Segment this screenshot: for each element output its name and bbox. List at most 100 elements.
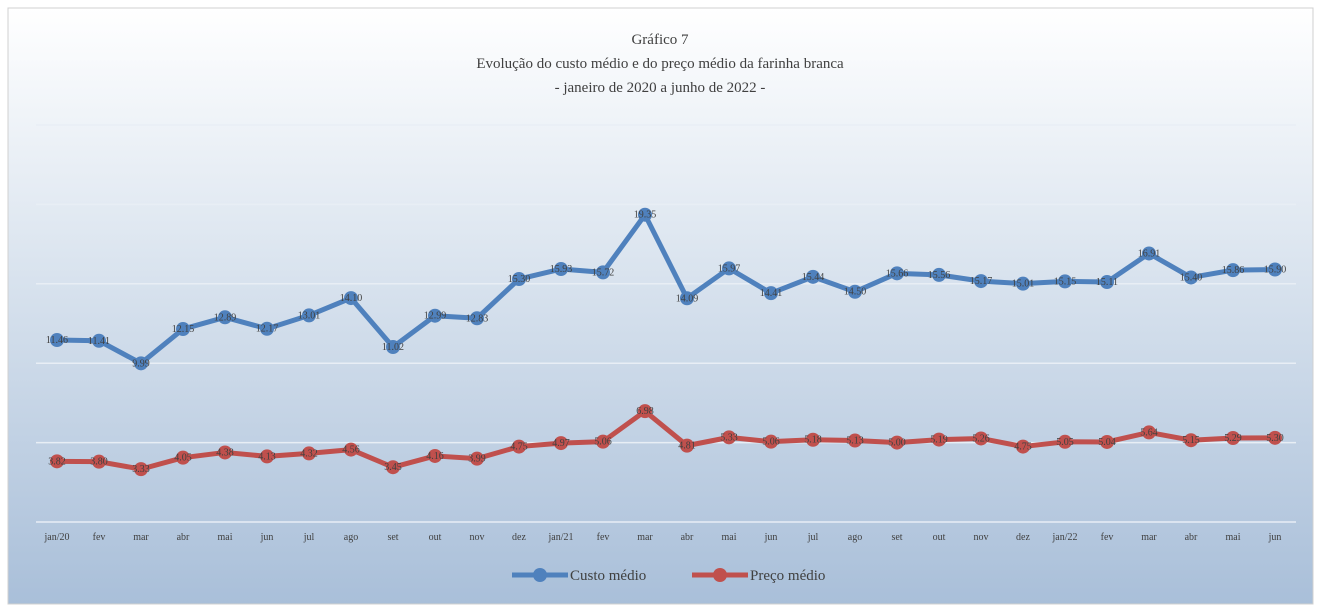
- data-label: 4.13: [258, 451, 276, 462]
- point: [596, 265, 610, 280]
- x-tick-label: ago: [344, 532, 358, 543]
- point: [848, 433, 862, 448]
- point: [344, 442, 358, 457]
- data-label: 5.06: [594, 437, 612, 448]
- chart-title: Gráfico 7: [631, 32, 689, 48]
- x-tick-label: mai: [722, 532, 737, 543]
- point: [302, 446, 316, 461]
- chart-subtitle: Evolução do custo médio e do preço médio…: [476, 56, 844, 72]
- data-label: 5.13: [846, 436, 864, 447]
- legend-marker: [533, 568, 547, 582]
- data-label: 12.15: [172, 324, 195, 335]
- x-tick-label: abr: [681, 532, 694, 543]
- x-tick-label: nov: [974, 532, 989, 543]
- data-label: 4.38: [216, 447, 234, 458]
- point: [1142, 425, 1156, 440]
- x-tick-label: dez: [512, 532, 526, 543]
- data-label: 4.97: [552, 438, 570, 449]
- data-label: 4.75: [510, 442, 528, 453]
- point: [218, 445, 232, 460]
- data-label: 15.56: [928, 270, 951, 281]
- x-tick-label: mai: [218, 532, 233, 543]
- point: [1268, 262, 1282, 277]
- data-label: 5.33: [720, 432, 738, 443]
- data-label: 14.09: [676, 293, 699, 304]
- x-tick-label: set: [387, 532, 398, 543]
- data-label: 4.81: [678, 441, 696, 452]
- series-line: [56, 212, 1276, 366]
- point: [428, 308, 442, 323]
- data-label: 3.45: [384, 462, 402, 473]
- data-label: 15.66: [886, 268, 909, 279]
- data-label: 15.30: [508, 274, 531, 285]
- data-label: 15.93: [550, 264, 573, 275]
- data-label: 4.56: [342, 445, 360, 456]
- data-label: 3.33: [132, 464, 150, 475]
- point: [638, 404, 652, 419]
- point: [344, 291, 358, 306]
- x-tick-label: out: [933, 532, 946, 543]
- data-label: 12.17: [256, 324, 279, 335]
- x-tick-label: mai: [1226, 532, 1241, 543]
- data-label: 11.02: [382, 342, 404, 353]
- data-label: 5.19: [930, 435, 948, 446]
- x-tick-label: jul: [303, 532, 315, 543]
- point: [386, 340, 400, 355]
- data-label: 15.11: [1096, 277, 1118, 288]
- data-label: 3.80: [90, 457, 108, 468]
- legend-label: Preço médio: [750, 568, 825, 584]
- data-label: 15.40: [1180, 272, 1203, 283]
- point: [974, 431, 988, 446]
- x-tick-label: fev: [93, 532, 106, 543]
- point: [1100, 275, 1114, 290]
- data-label: 15.90: [1264, 265, 1287, 276]
- data-label: 4.75: [1014, 442, 1032, 453]
- point: [974, 274, 988, 289]
- point: [1184, 270, 1198, 285]
- x-tick-label: mar: [133, 532, 149, 543]
- point: [932, 267, 946, 282]
- data-label: 5.05: [1056, 437, 1074, 448]
- point: [50, 454, 64, 469]
- point: [932, 432, 946, 447]
- data-label: 12.99: [424, 311, 447, 322]
- data-label: 15.72: [592, 267, 615, 278]
- data-label: 5.30: [1266, 433, 1284, 444]
- point: [386, 460, 400, 475]
- point: [92, 333, 106, 348]
- chart-period: - janeiro de 2020 a junho de 2022 -: [555, 80, 766, 96]
- point: [764, 286, 778, 301]
- data-label: 12.83: [466, 313, 489, 324]
- x-tick-label: jun: [764, 532, 778, 543]
- data-label: 3.99: [468, 454, 486, 465]
- point: [218, 310, 232, 325]
- point: [848, 284, 862, 299]
- series-line: [56, 408, 1276, 472]
- point: [470, 311, 484, 326]
- data-label: 9.99: [132, 358, 150, 369]
- point: [554, 262, 568, 277]
- point: [554, 436, 568, 451]
- x-tick-label: abr: [177, 532, 190, 543]
- point: [470, 451, 484, 466]
- data-label: 14.50: [844, 287, 867, 298]
- data-label: 15.97: [718, 263, 741, 274]
- point: [1184, 433, 1198, 448]
- x-tick-label: jun: [260, 532, 274, 543]
- data-label: 14.41: [760, 288, 783, 299]
- point: [428, 448, 442, 463]
- x-tick-label: jun: [1268, 532, 1282, 543]
- point: [1058, 434, 1072, 449]
- point: [680, 291, 694, 306]
- x-tick-label: nov: [470, 532, 485, 543]
- point: [50, 333, 64, 348]
- point: [1142, 246, 1156, 261]
- data-label: 5.15: [1182, 435, 1200, 446]
- point: [1016, 276, 1030, 291]
- x-tick-label: jan/21: [548, 532, 574, 543]
- data-label: 5.26: [972, 433, 990, 444]
- point: [512, 272, 526, 287]
- x-tick-label: ago: [848, 532, 862, 543]
- point: [1100, 434, 1114, 449]
